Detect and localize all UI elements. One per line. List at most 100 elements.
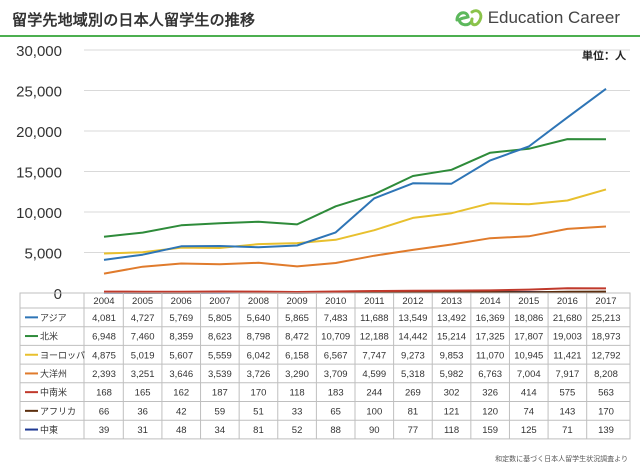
data-label: 168 bbox=[96, 388, 112, 399]
data-label: 8,472 bbox=[285, 332, 309, 343]
data-label: 7,004 bbox=[517, 369, 541, 380]
legend-label: ヨーロッパ bbox=[40, 350, 85, 361]
data-label: 143 bbox=[559, 406, 575, 417]
data-label: 34 bbox=[215, 425, 226, 436]
x-tick-label: 2010 bbox=[325, 296, 346, 307]
data-label: 414 bbox=[521, 388, 537, 399]
data-label: 170 bbox=[251, 388, 267, 399]
data-label: 162 bbox=[173, 388, 189, 399]
legend-label: 中東 bbox=[40, 424, 58, 436]
x-tick-label: 2014 bbox=[480, 296, 501, 307]
source-note: 和定数に基づく日本人留学生状況調査より bbox=[495, 455, 628, 463]
data-label: 7,747 bbox=[362, 350, 386, 361]
data-label: 42 bbox=[176, 406, 187, 417]
data-label: 5,607 bbox=[169, 350, 193, 361]
brand-logo[interactable]: Education Career bbox=[454, 5, 620, 31]
data-label: 13,492 bbox=[437, 313, 466, 324]
data-label: 71 bbox=[562, 425, 573, 436]
x-tick-label: 2015 bbox=[518, 296, 539, 307]
data-label: 6,042 bbox=[247, 350, 271, 361]
data-label: 6,567 bbox=[324, 350, 348, 361]
data-label: 10,709 bbox=[321, 332, 350, 343]
x-tick-label: 2006 bbox=[171, 296, 192, 307]
data-label: 6,763 bbox=[478, 369, 502, 380]
data-label: 18,086 bbox=[514, 313, 543, 324]
x-tick-label: 2004 bbox=[93, 296, 114, 307]
data-label: 100 bbox=[366, 406, 382, 417]
data-label: 74 bbox=[523, 406, 534, 417]
series-line-1 bbox=[103, 138, 607, 238]
data-label: 3,646 bbox=[169, 369, 193, 380]
legend-label: アジア bbox=[40, 314, 67, 324]
x-tick-label: 2008 bbox=[248, 296, 269, 307]
data-label: 4,875 bbox=[92, 350, 116, 361]
data-label: 302 bbox=[444, 388, 460, 399]
data-label: 17,807 bbox=[514, 332, 543, 343]
data-label: 7,460 bbox=[131, 332, 155, 343]
header-divider bbox=[0, 35, 640, 37]
data-label: 575 bbox=[559, 388, 575, 399]
data-label: 65 bbox=[330, 406, 341, 417]
data-table-border bbox=[19, 292, 631, 440]
data-label: 9,853 bbox=[440, 350, 464, 361]
data-label: 3,709 bbox=[324, 369, 348, 380]
y-tick-label: 10,000 bbox=[16, 205, 62, 222]
y-tick-label: 0 bbox=[54, 286, 62, 303]
data-label: 3,726 bbox=[247, 369, 271, 380]
data-label: 81 bbox=[253, 425, 264, 436]
data-label: 5,865 bbox=[285, 313, 309, 324]
y-tick-label: 15,000 bbox=[16, 165, 62, 182]
data-label: 10,945 bbox=[514, 350, 543, 361]
data-label: 187 bbox=[212, 388, 228, 399]
data-label: 81 bbox=[408, 406, 419, 417]
data-label: 3,539 bbox=[208, 369, 232, 380]
data-label: 8,208 bbox=[594, 369, 618, 380]
data-label: 7,483 bbox=[324, 313, 348, 324]
data-label: 51 bbox=[253, 406, 264, 417]
legend-label: アフリカ bbox=[40, 406, 76, 417]
y-tick-label: 25,000 bbox=[16, 84, 62, 101]
y-tick-label: 30,000 bbox=[16, 43, 62, 60]
brand-name: Education Career bbox=[487, 8, 620, 27]
data-label: 118 bbox=[444, 425, 459, 436]
y-tick-label: 20,000 bbox=[16, 124, 62, 141]
data-label: 21,680 bbox=[553, 313, 582, 324]
data-label: 11,070 bbox=[476, 350, 504, 361]
x-tick-label: 2017 bbox=[595, 296, 616, 307]
data-label: 5,805 bbox=[208, 313, 232, 324]
data-label: 11,688 bbox=[360, 313, 388, 324]
series-line-0 bbox=[103, 87, 607, 261]
data-label: 269 bbox=[405, 388, 421, 399]
data-label: 6,158 bbox=[285, 350, 309, 361]
x-tick-label: 2016 bbox=[557, 296, 578, 307]
unit-label: 単位：人 bbox=[582, 49, 626, 62]
data-label: 15,214 bbox=[437, 332, 466, 343]
data-label: 25,213 bbox=[591, 313, 620, 324]
series-line-2 bbox=[103, 188, 607, 255]
data-label: 4,081 bbox=[92, 313, 116, 324]
x-tick-label: 2013 bbox=[441, 296, 462, 307]
data-label: 13,549 bbox=[398, 313, 427, 324]
data-label: 33 bbox=[292, 406, 303, 417]
x-tick-label: 2007 bbox=[209, 296, 230, 307]
data-label: 5,318 bbox=[401, 369, 425, 380]
data-label: 19,003 bbox=[553, 332, 582, 343]
data-label: 3,290 bbox=[285, 369, 309, 380]
y-tick-label: 5,000 bbox=[24, 246, 62, 263]
data-label: 5,019 bbox=[131, 350, 155, 361]
series-line-3 bbox=[103, 225, 607, 275]
data-label: 12,188 bbox=[360, 332, 389, 343]
data-label: 326 bbox=[482, 388, 498, 399]
data-label: 5,559 bbox=[208, 350, 232, 361]
data-label: 244 bbox=[366, 388, 382, 399]
data-label: 4,599 bbox=[362, 369, 386, 380]
data-label: 88 bbox=[330, 425, 341, 436]
ec-leaf-logo-icon bbox=[455, 9, 483, 27]
data-label: 5,769 bbox=[169, 313, 193, 324]
data-label: 16,369 bbox=[476, 313, 505, 324]
data-label: 563 bbox=[598, 388, 614, 399]
data-label: 8,623 bbox=[208, 332, 232, 343]
data-label: 139 bbox=[598, 425, 614, 436]
data-label: 52 bbox=[292, 425, 303, 436]
data-label: 12,792 bbox=[591, 350, 620, 361]
